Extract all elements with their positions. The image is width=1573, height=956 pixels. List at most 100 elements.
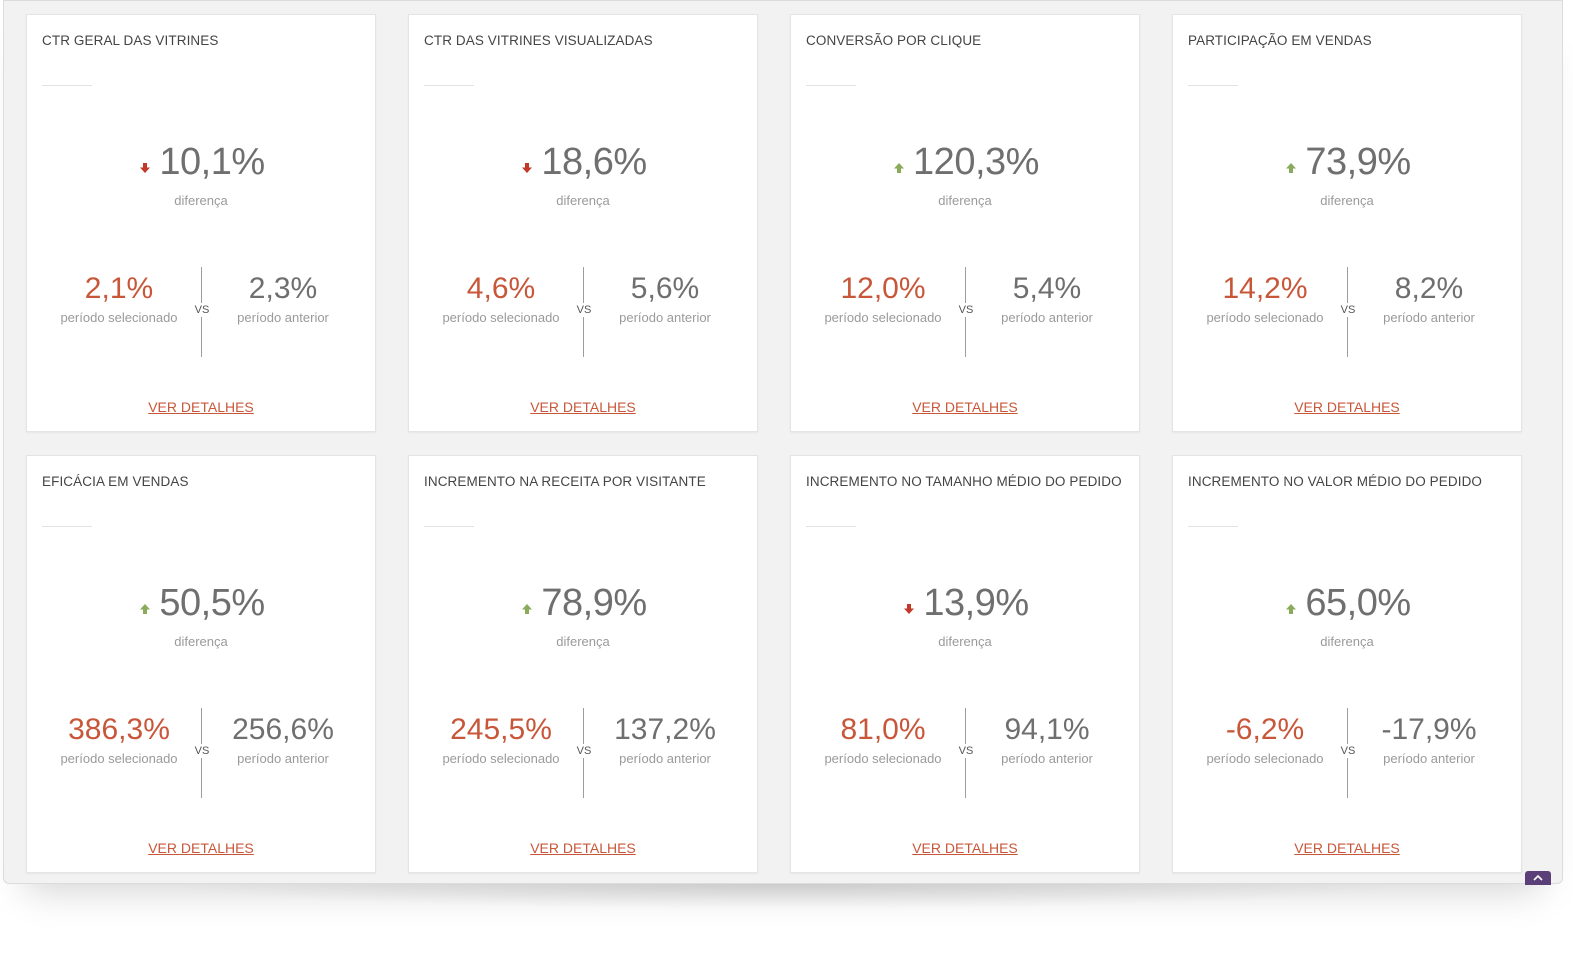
selected-period-label: período selecionado <box>1206 310 1324 325</box>
selected-period-value: 81,0% <box>840 713 926 746</box>
title-divider <box>424 85 474 86</box>
selected-period: 14,2% período selecionado <box>1185 272 1345 325</box>
selected-period-value: -6,2% <box>1225 713 1305 746</box>
difference-value: 73,9% <box>1305 141 1411 183</box>
view-details-link[interactable]: VER DETALHES <box>530 399 636 415</box>
selected-period-value: 2,1% <box>84 272 154 305</box>
view-details-link[interactable]: VER DETALHES <box>1294 840 1400 856</box>
period-comparison: 14,2% período selecionado VS 8,2% período an… <box>1173 267 1521 357</box>
previous-period: 256,6% período anterior <box>203 713 363 766</box>
view-details-link[interactable]: VER DETALHES <box>148 399 254 415</box>
metric-card: INCREMENTO NA RECEITA POR VISITANTE 78,9%… <box>408 455 758 873</box>
title-divider <box>806 85 856 86</box>
metric-card: CONVERSÃO POR CLIQUE 120,3% diferença 12,0%… <box>790 14 1140 432</box>
selected-period: 2,1% período selecionado <box>39 272 199 325</box>
panel-shadow <box>160 884 1410 910</box>
details-row: VER DETALHES <box>27 399 375 417</box>
view-details-link[interactable]: VER DETALHES <box>148 840 254 856</box>
selected-period-value: 4,6% <box>466 272 536 305</box>
previous-period-value: -17,9% <box>1381 713 1477 746</box>
period-comparison: 386,3% período selecionado VS 256,6% período… <box>27 708 375 798</box>
selected-period: 245,5% período selecionado <box>421 713 581 766</box>
details-row: VER DETALHES <box>1173 399 1521 417</box>
selected-period-value: 12,0% <box>840 272 926 305</box>
difference-label: diferença <box>1320 193 1374 208</box>
period-comparison: 245,5% período selecionado VS 137,2% período… <box>409 708 757 798</box>
previous-period-value: 256,6% <box>232 713 334 746</box>
previous-period-value: 5,4% <box>1012 272 1082 305</box>
arrow-up-icon <box>1286 604 1297 614</box>
selected-period: -6,2% período selecionado <box>1185 713 1345 766</box>
card-title: PARTICIPAÇÃO EM VENDAS <box>1188 33 1372 48</box>
vs-label: VS <box>1339 303 1357 317</box>
card-title: EFICÁCIA EM VENDAS <box>42 474 189 489</box>
difference-value: 65,0% <box>1305 582 1411 624</box>
difference-display: 78,9% <box>409 582 757 625</box>
selected-period-label: período selecionado <box>1206 751 1324 766</box>
difference-value: 13,9% <box>923 582 1029 624</box>
details-row: VER DETALHES <box>27 840 375 858</box>
previous-period-label: período anterior <box>237 751 329 766</box>
view-details-link[interactable]: VER DETALHES <box>912 840 1018 856</box>
previous-period-label: período anterior <box>1383 751 1475 766</box>
title-divider <box>1188 526 1238 527</box>
previous-period-label: período anterior <box>619 310 711 325</box>
previous-period: 5,6% período anterior <box>585 272 745 325</box>
difference-display: 65,0% <box>1173 582 1521 625</box>
details-row: VER DETALHES <box>791 840 1139 858</box>
view-details-link[interactable]: VER DETALHES <box>1294 399 1400 415</box>
previous-period-value: 5,6% <box>630 272 700 305</box>
difference-label: diferença <box>1320 634 1374 649</box>
selected-period: 81,0% período selecionado <box>803 713 963 766</box>
difference-value: 120,3% <box>913 141 1039 183</box>
difference-value: 18,6% <box>541 141 647 183</box>
selected-period-label: período selecionado <box>824 751 942 766</box>
period-comparison: 12,0% período selecionado VS 5,4% período an… <box>791 267 1139 357</box>
difference-value: 10,1% <box>159 141 265 183</box>
arrow-down-icon <box>904 604 915 614</box>
selected-period-label: período selecionado <box>442 310 560 325</box>
selected-period-value: 245,5% <box>450 713 552 746</box>
vs-label: VS <box>957 744 975 758</box>
difference-display: 120,3% <box>791 141 1139 184</box>
details-row: VER DETALHES <box>791 399 1139 417</box>
period-comparison: 81,0% período selecionado VS 94,1% período a… <box>791 708 1139 798</box>
difference-label: diferença <box>556 634 610 649</box>
title-divider <box>1188 85 1238 86</box>
previous-period-value: 8,2% <box>1394 272 1464 305</box>
period-comparison: 4,6% período selecionado VS 5,6% período ant… <box>409 267 757 357</box>
previous-period: 5,4% período anterior <box>967 272 1127 325</box>
arrow-up-icon <box>894 163 905 173</box>
view-details-link[interactable]: VER DETALHES <box>530 840 636 856</box>
metric-card: INCREMENTO NO VALOR MÉDIO DO PEDIDO 65,0%… <box>1172 455 1522 873</box>
vs-label: VS <box>1339 744 1357 758</box>
card-title: CTR DAS VITRINES VISUALIZADAS <box>424 33 653 48</box>
vs-label: VS <box>957 303 975 317</box>
difference-display: 10,1% <box>27 141 375 184</box>
view-details-link[interactable]: VER DETALHES <box>912 399 1018 415</box>
scroll-to-top-button[interactable] <box>1525 871 1551 885</box>
title-divider <box>806 526 856 527</box>
difference-label: diferença <box>938 193 992 208</box>
previous-period: 94,1% período anterior <box>967 713 1127 766</box>
card-title: INCREMENTO NO VALOR MÉDIO DO PEDIDO <box>1188 474 1483 489</box>
details-row: VER DETALHES <box>1173 840 1521 858</box>
selected-period: 4,6% período selecionado <box>421 272 581 325</box>
title-divider <box>42 526 92 527</box>
previous-period-label: período anterior <box>237 310 329 325</box>
previous-period-label: período anterior <box>619 751 711 766</box>
arrow-up-icon <box>522 604 533 614</box>
metric-card: PARTICIPAÇÃO EM VENDAS 73,9% diferença 14,2… <box>1172 14 1522 432</box>
previous-period-value: 2,3% <box>248 272 318 305</box>
selected-period-label: período selecionado <box>824 310 942 325</box>
difference-display: 13,9% <box>791 582 1139 625</box>
previous-period: -17,9% período anterior <box>1349 713 1509 766</box>
selected-period-value: 14,2% <box>1222 272 1308 305</box>
arrow-up-icon <box>1286 163 1297 173</box>
difference-display: 73,9% <box>1173 141 1521 184</box>
metrics-grid: CTR GERAL DAS VITRINES 10,1% diferença 2,1%… <box>26 14 1522 873</box>
arrow-down-icon <box>522 163 533 173</box>
card-title: INCREMENTO NA RECEITA POR VISITANTE <box>424 474 706 489</box>
difference-value: 50,5% <box>159 582 265 624</box>
vs-label: VS <box>193 303 211 317</box>
